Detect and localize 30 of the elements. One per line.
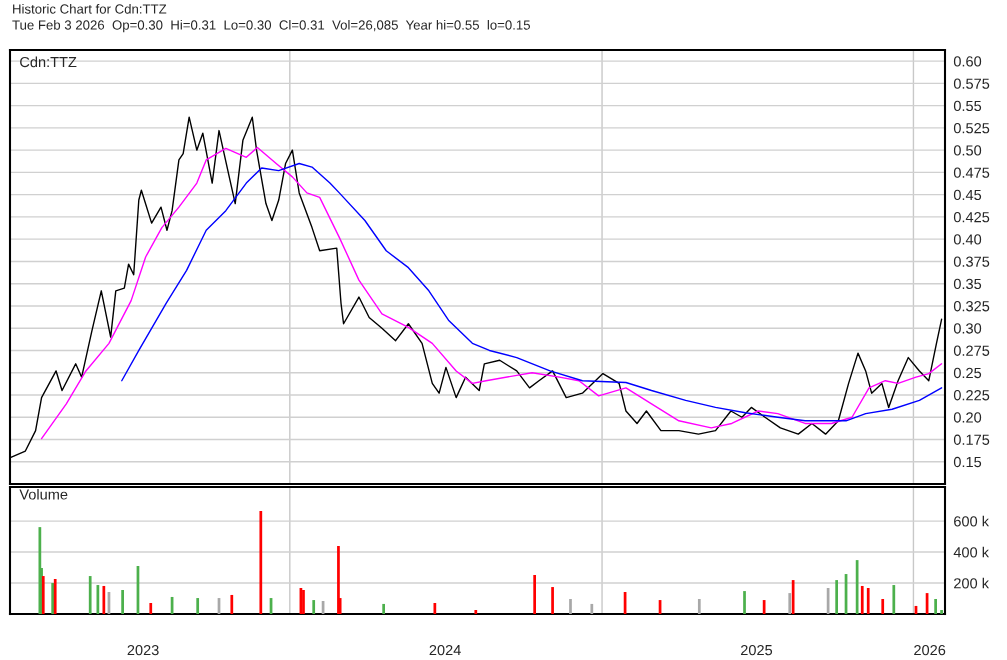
y-tick-label: 600 k [954,515,990,527]
y-tick-label: 200 k [954,577,990,589]
annotation: Volume [19,488,68,500]
y-tick-label: 0.35 [953,278,982,290]
chart-subtitle: Tue Feb 3 2026 Op=0.30 Hi=0.31 Lo=0.30 Cl=0.31 Vol=26,085 Year hi=0.55 lo=0.15 [12,20,530,33]
y-tick-label: 0.25 [953,367,982,379]
x-tick-label: 2024 [429,644,461,656]
y-tick-label: 0.20 [953,412,982,423]
y-tick-label: 400 k [953,546,990,558]
x-tick-label: 2026 [914,644,946,656]
y-tick-label: 0.575 [953,78,990,89]
y-tick-label: 0.175 [953,434,990,445]
y-tick-label: 0.60 [953,56,982,67]
y-tick-label: 0.15 [953,456,982,468]
y-tick-label: 0.55 [953,100,982,112]
y-tick-label: 0.275 [953,345,990,356]
annotation: Cdn:TTZ [20,56,77,68]
y-tick-label: 0.525 [953,123,990,134]
y-tick-label: 0.45 [953,189,982,201]
y-tick-label: 0.50 [953,145,982,156]
y-tick-label: 0.425 [953,212,990,223]
y-tick-label: 0.325 [953,301,990,312]
y-tick-label: 0.40 [953,234,982,245]
y-tick-label: 0.225 [953,390,990,401]
y-tick-label: 0.30 [953,323,982,334]
x-tick-label: 2025 [740,644,773,656]
x-tick-label: 2023 [127,644,159,656]
y-tick-label: 0.475 [953,167,990,178]
y-tick-label: 0.375 [953,256,990,267]
chart-title: Historic Chart for Cdn:TTZ [13,4,167,14]
